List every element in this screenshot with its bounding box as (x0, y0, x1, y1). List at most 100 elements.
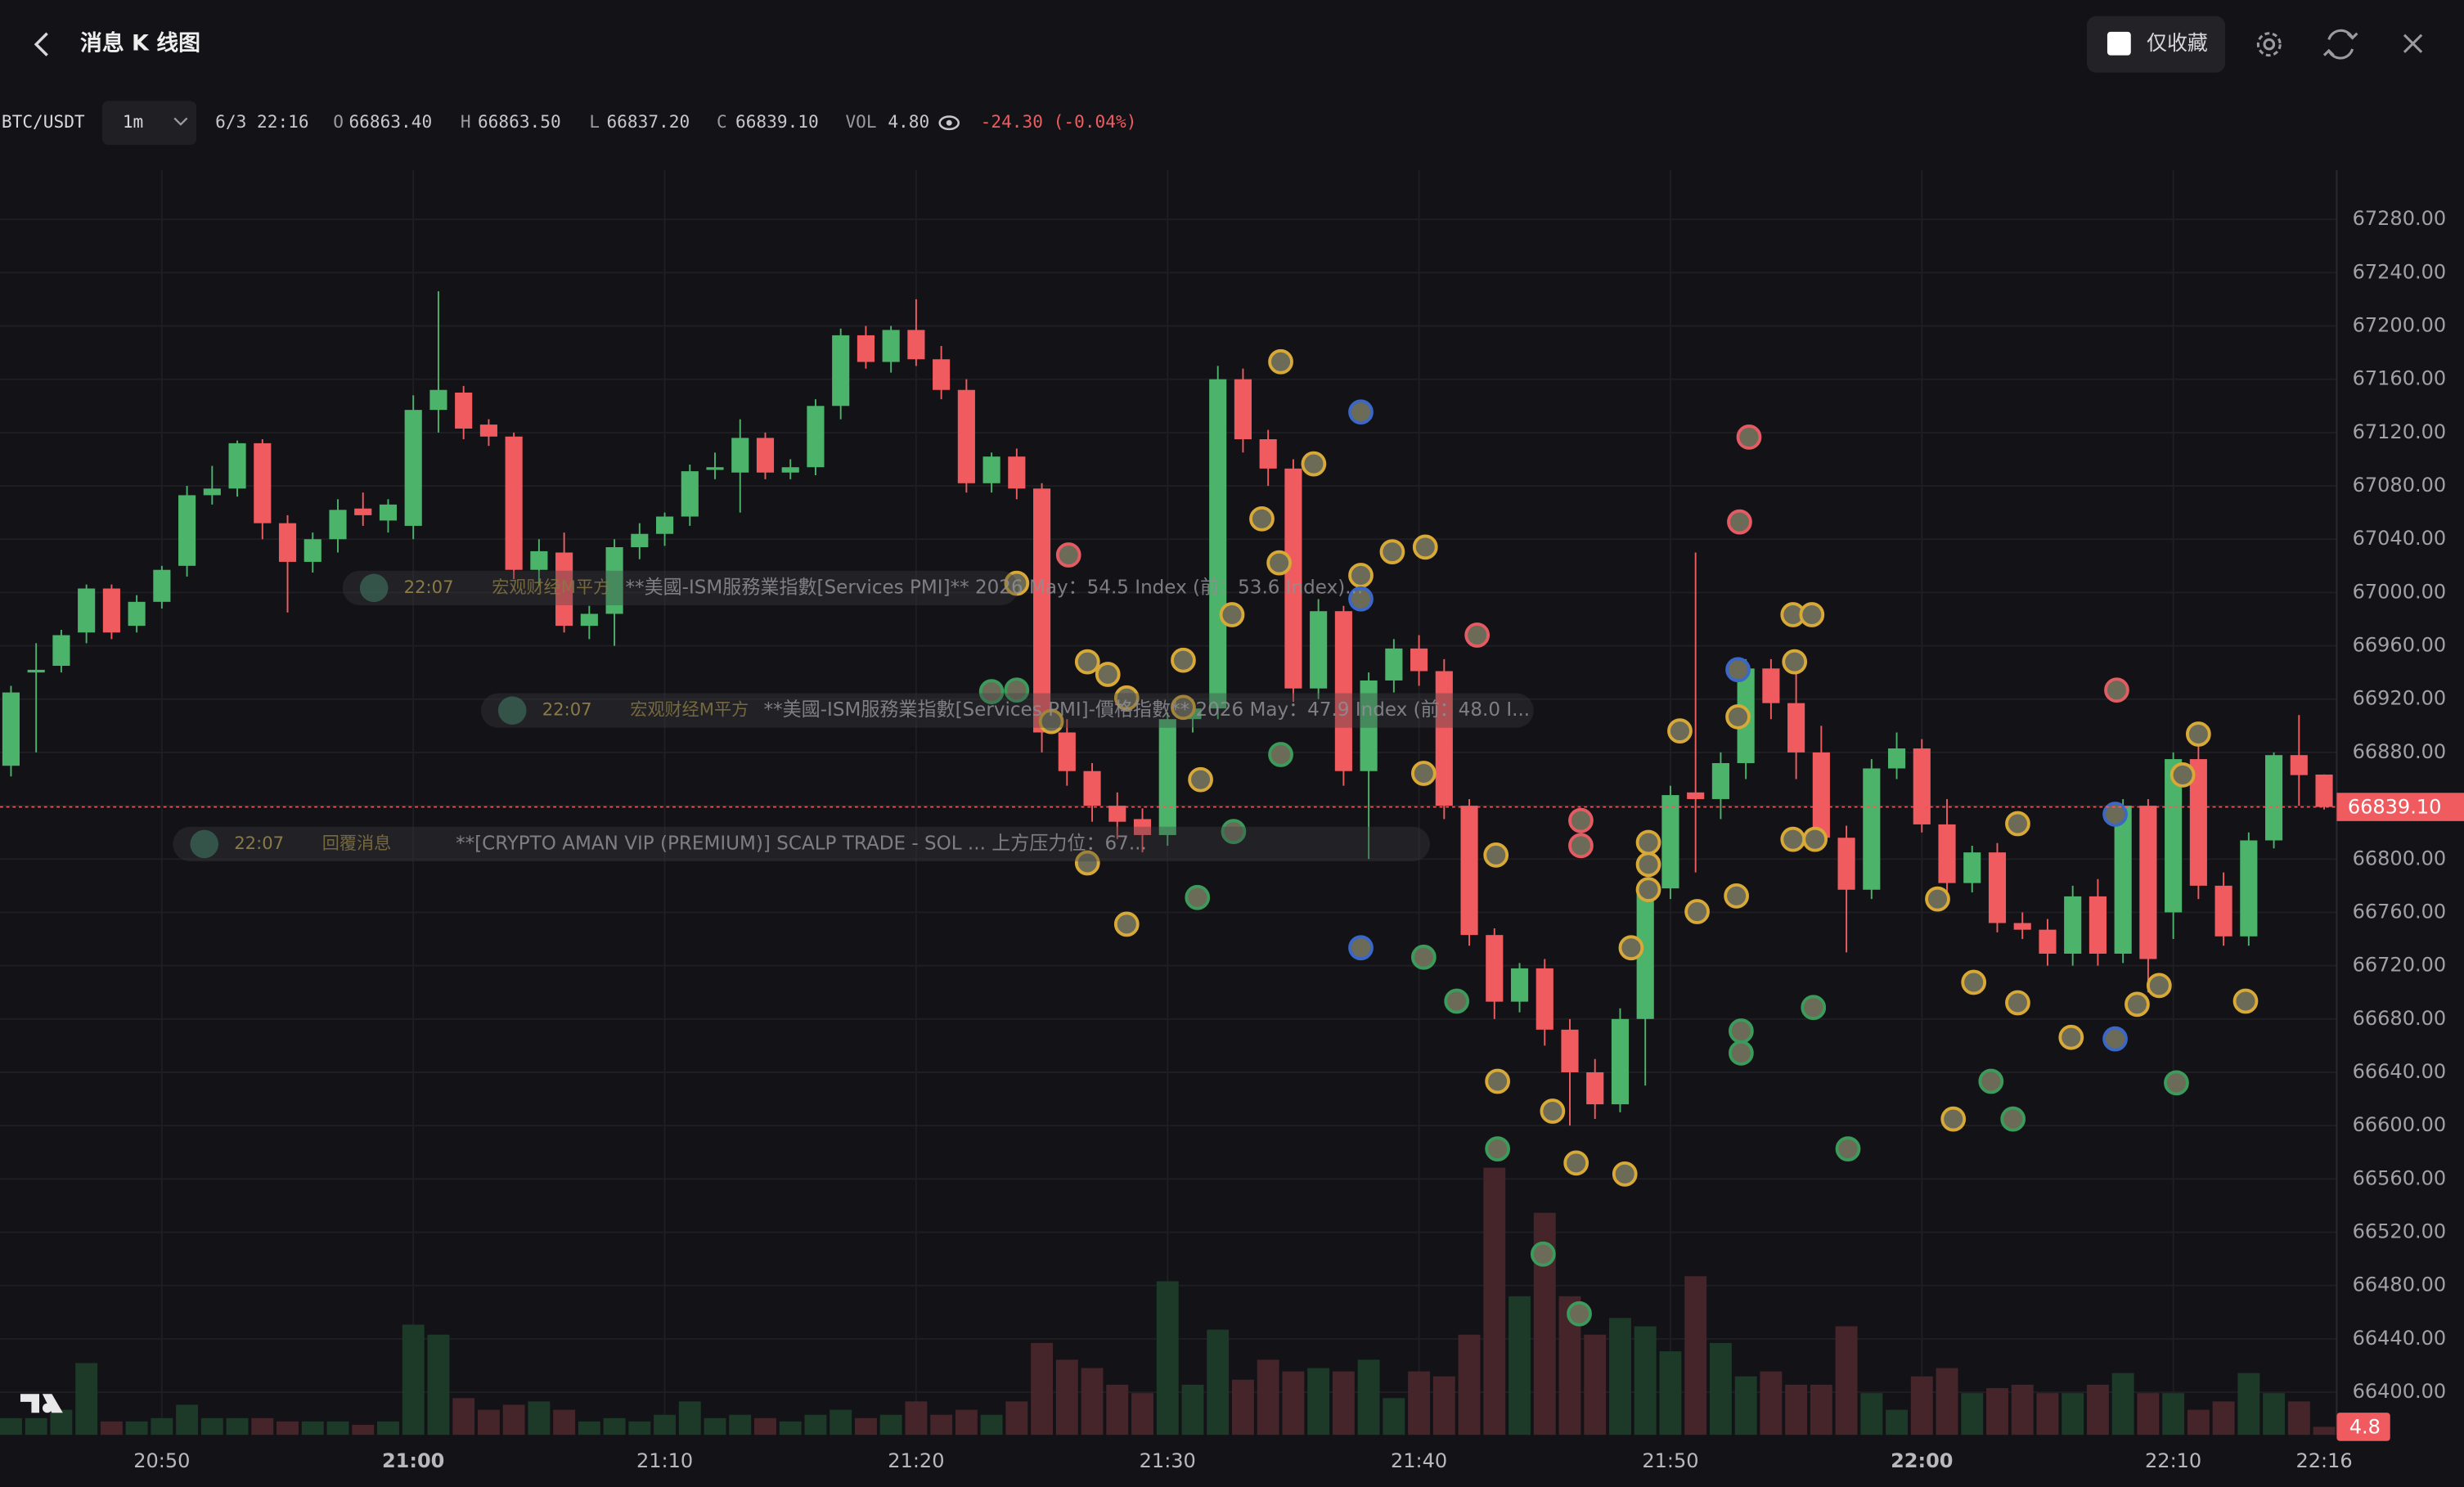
news-marker[interactable] (1219, 602, 1245, 627)
news-marker[interactable] (1635, 829, 1661, 856)
news-marker[interactable] (1725, 657, 1751, 683)
news-marker[interactable] (1568, 807, 1594, 833)
back-button[interactable] (34, 32, 48, 56)
news-marker[interactable] (1379, 539, 1405, 565)
news-marker[interactable] (1266, 550, 1292, 576)
news-marker[interactable] (1004, 677, 1030, 703)
news-marker[interactable] (1978, 1068, 2004, 1094)
refresh-icon[interactable] (2322, 29, 2358, 60)
candle-body (1687, 792, 1705, 799)
news-marker[interactable] (1563, 1150, 1589, 1176)
news-marker[interactable] (1635, 851, 1661, 878)
news-marker[interactable] (1171, 647, 1196, 673)
news-marker[interactable] (1727, 509, 1752, 535)
news-marker[interactable] (1612, 1161, 1638, 1187)
favorites-toggle[interactable] (2086, 16, 2226, 73)
news-marker[interactable] (1074, 649, 1100, 675)
news-marker[interactable] (1268, 742, 1293, 767)
news-marker[interactable] (978, 679, 1005, 704)
news-marker[interactable] (1483, 842, 1509, 868)
news-marker[interactable] (1568, 833, 1594, 859)
checkbox[interactable] (2107, 31, 2131, 56)
candle-body (655, 516, 674, 534)
news-marker[interactable] (1780, 826, 1806, 852)
news-marker[interactable] (2058, 1024, 2084, 1050)
news-marker[interactable] (1736, 425, 1762, 450)
news-marker[interactable] (1268, 348, 1293, 375)
news-marker[interactable] (1113, 685, 1140, 711)
candle-body (102, 588, 120, 633)
news-text: **美國-ISM服務業指數[Services PMI]-價格指數** 2026 … (764, 699, 1531, 721)
y-tick-label: 66560.00 (2353, 1166, 2447, 1189)
news-marker[interactable] (1925, 886, 1950, 912)
close-icon[interactable] (2403, 34, 2423, 53)
news-marker[interactable] (1618, 935, 1644, 961)
news-marker[interactable] (2102, 1026, 2128, 1052)
news-marker[interactable] (2169, 762, 2196, 788)
news-marker[interactable] (1348, 586, 1374, 612)
interval-select[interactable] (101, 101, 197, 146)
legend-vol: 4.80 (888, 111, 929, 132)
news-marker[interactable] (2104, 677, 2129, 703)
news-marker[interactable] (1412, 534, 1438, 560)
news-marker[interactable] (1301, 451, 1327, 477)
news-marker[interactable] (1801, 995, 1827, 1021)
news-marker[interactable] (1940, 1106, 1967, 1132)
news-marker[interactable] (1249, 505, 1275, 532)
news-marker[interactable] (2005, 990, 2030, 1016)
news-marker[interactable] (1074, 850, 1100, 876)
news-marker[interactable] (2125, 991, 2150, 1018)
news-marker[interactable] (1684, 899, 1710, 924)
news-marker[interactable] (1635, 877, 1661, 903)
news-marker[interactable] (1667, 718, 1693, 744)
news-marker[interactable] (1095, 662, 1121, 687)
visibility-icon[interactable] (938, 115, 960, 131)
news-marker[interactable] (2000, 1106, 2026, 1132)
news-marker[interactable] (2005, 811, 2030, 837)
news-marker[interactable] (2164, 1070, 2189, 1096)
news-overlay[interactable] (342, 570, 1018, 605)
news-marker[interactable] (1171, 694, 1196, 721)
candle-body (2114, 806, 2132, 954)
candle-body (2290, 755, 2308, 775)
news-marker[interactable] (1961, 969, 1987, 995)
news-marker[interactable] (1185, 884, 1211, 910)
settings-icon[interactable] (2263, 38, 2276, 51)
news-marker[interactable] (1348, 935, 1374, 961)
last-volume-label: 4.8 (2349, 1415, 2381, 1438)
news-marker[interactable] (1004, 570, 1030, 596)
news-marker[interactable] (1724, 883, 1749, 909)
news-marker[interactable] (1464, 622, 1491, 648)
news-marker[interactable] (1410, 944, 1437, 970)
news-marker[interactable] (1055, 542, 1081, 568)
volume-bar (1106, 1384, 1129, 1435)
news-overlay[interactable] (480, 693, 1534, 728)
volume-bar (25, 1417, 47, 1435)
news-marker[interactable] (1113, 911, 1140, 937)
news-marker[interactable] (1530, 1241, 1556, 1267)
news-marker[interactable] (1540, 1098, 1566, 1124)
news-marker[interactable] (2185, 721, 2211, 747)
candle-body (278, 523, 297, 562)
news-marker[interactable] (2102, 802, 2128, 827)
news-marker[interactable] (1835, 1136, 1861, 1161)
news-marker[interactable] (1782, 649, 1808, 675)
news-marker[interactable] (1485, 1068, 1511, 1094)
news-marker[interactable] (1567, 1301, 1592, 1327)
news-marker[interactable] (1444, 988, 1470, 1014)
news-marker[interactable] (1729, 1018, 1754, 1044)
news-marker[interactable] (2232, 988, 2259, 1014)
news-marker[interactable] (1725, 703, 1751, 730)
news-overlay[interactable] (173, 826, 1431, 862)
news-marker[interactable] (1221, 819, 1247, 844)
news-marker[interactable] (1729, 1040, 1754, 1066)
candle-body (1711, 762, 1729, 799)
news-marker[interactable] (1348, 399, 1374, 425)
news-marker[interactable] (1410, 761, 1437, 786)
news-marker[interactable] (1038, 708, 1064, 735)
news-marker[interactable] (2146, 973, 2172, 999)
news-marker[interactable] (1802, 826, 1828, 852)
news-marker[interactable] (1188, 766, 1213, 793)
news-marker[interactable] (1799, 602, 1825, 627)
news-marker[interactable] (1485, 1136, 1511, 1161)
